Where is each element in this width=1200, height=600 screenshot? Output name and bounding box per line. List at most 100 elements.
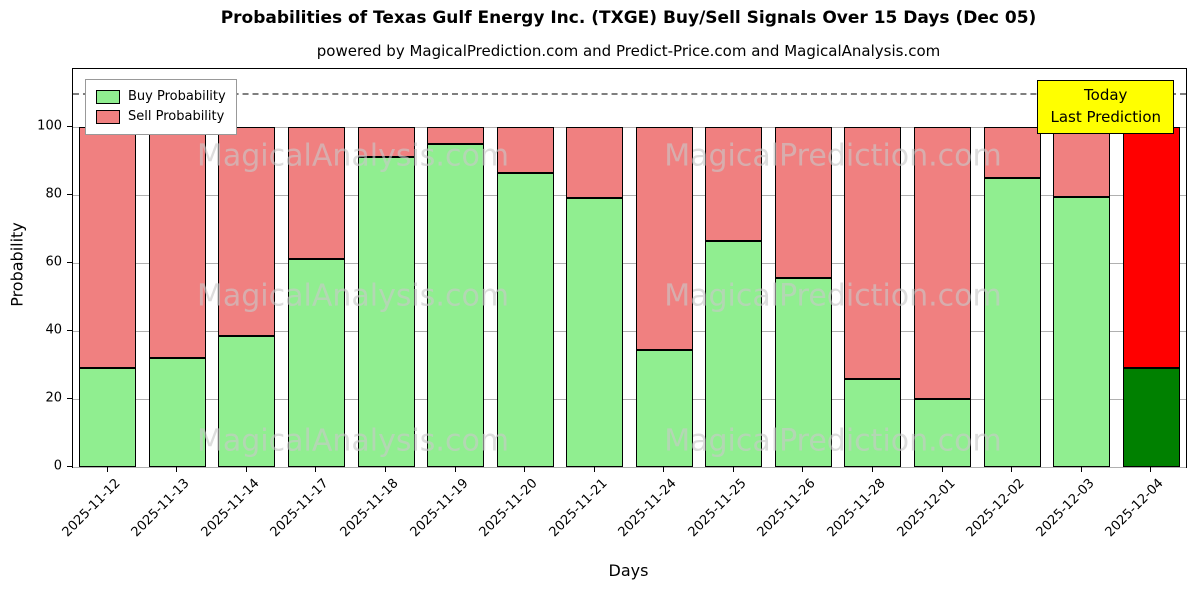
bar-sell-segment [983, 126, 1041, 178]
gridline [73, 194, 1186, 196]
x-tick-mark [106, 467, 108, 472]
y-tick-label: 40 [45, 322, 62, 338]
y-tick-label: 60 [45, 254, 62, 270]
x-tick-label: 2025-11-13 [128, 476, 193, 541]
x-tick-mark [245, 467, 247, 472]
gridline [73, 398, 1186, 400]
x-tick-label: 2025-11-21 [546, 476, 611, 541]
legend-swatch [96, 90, 120, 105]
x-tick-mark [385, 467, 387, 472]
y-tick-mark [67, 466, 72, 467]
watermark-text: MagicalPrediction.com [664, 138, 1002, 174]
legend-label: Sell Probability [128, 109, 225, 125]
legend-label: Buy Probability [128, 89, 226, 104]
legend-row: Sell Probability [96, 107, 226, 127]
y-tick-mark [67, 397, 72, 399]
bar-buy-segment [287, 259, 345, 467]
bar-sell-segment [844, 126, 902, 379]
bar-sell-segment [914, 126, 972, 399]
bar-sell-segment [774, 126, 832, 279]
gridline [73, 330, 1186, 332]
bar-sell-segment [79, 126, 137, 369]
x-tick-label: 2025-11-17 [268, 476, 333, 541]
bar-buy-segment [1122, 368, 1180, 467]
x-tick-label: 2025-12-03 [1033, 476, 1098, 541]
bar-buy-segment [635, 349, 693, 467]
watermark-text: MagicalAnalysis.com [196, 423, 510, 459]
gridline [73, 126, 1186, 128]
y-tick-mark [67, 193, 72, 195]
x-tick-label: 2025-12-01 [894, 476, 959, 541]
plot-area: Buy Probability Sell Probability Today La… [72, 68, 1187, 468]
x-tick-mark [1011, 467, 1013, 472]
bar-sell-segment [148, 126, 206, 359]
x-tick-label: 2025-11-18 [337, 476, 402, 541]
x-tick-mark [802, 467, 804, 472]
x-tick-label: 2025-11-28 [824, 476, 889, 541]
x-tick-mark [1150, 467, 1152, 472]
watermark-text: MagicalPrediction.com [664, 278, 1002, 314]
x-tick-mark [871, 467, 873, 472]
watermark-text: MagicalPrediction.com [664, 423, 1002, 459]
x-tick-mark [941, 467, 943, 472]
gridline [73, 467, 1186, 468]
bar-sell-segment [566, 126, 624, 199]
bar-buy-segment [914, 398, 972, 467]
bar-buy-segment [148, 358, 206, 467]
bar-buy-segment [496, 172, 554, 467]
x-tick-label: 2025-11-24 [615, 476, 680, 541]
watermark-text: MagicalAnalysis.com [196, 278, 510, 314]
x-axis-label: Days [608, 561, 649, 580]
x-tick-mark [663, 467, 665, 472]
x-tick-mark [176, 467, 178, 472]
bar-sell-segment [1053, 126, 1111, 197]
chart-title: Probabilities of Texas Gulf Energy Inc. … [220, 8, 1037, 28]
x-tick-mark [454, 467, 456, 472]
bar-sell-segment [705, 126, 763, 241]
x-tick-mark [593, 467, 595, 472]
x-tick-mark [315, 467, 317, 472]
legend-swatch [96, 110, 120, 125]
bar-buy-segment [357, 157, 415, 467]
bar-buy-segment [705, 240, 763, 467]
bar-sell-segment [218, 126, 276, 337]
x-tick-mark [1080, 467, 1082, 472]
y-tick-label: 80 [45, 186, 62, 202]
dashed-reference-line [73, 92, 1186, 95]
bar-buy-segment [844, 378, 902, 467]
x-tick-label: 2025-11-25 [685, 476, 750, 541]
bar-buy-segment [983, 177, 1041, 467]
bar-sell-segment [635, 126, 693, 350]
bar-buy-segment [427, 143, 485, 467]
x-tick-mark [732, 467, 734, 472]
bar-sell-segment [357, 126, 415, 158]
gridline [73, 262, 1186, 264]
x-tick-label: 2025-11-14 [198, 476, 263, 541]
bar-buy-segment [566, 198, 624, 467]
y-tick-label: 0 [53, 458, 62, 474]
y-tick-label: 100 [37, 118, 62, 134]
y-tick-mark [67, 125, 72, 127]
x-tick-label: 2025-12-04 [1102, 476, 1167, 541]
y-tick-mark [67, 329, 72, 331]
annotation-line-2: Last Prediction [1050, 107, 1161, 126]
legend-row: Buy Probability [96, 87, 226, 107]
x-tick-label: 2025-11-12 [59, 476, 124, 541]
x-tick-label: 2025-12-02 [963, 476, 1028, 541]
y-axis-label: Probability [7, 222, 27, 307]
y-tick-label: 20 [45, 390, 62, 406]
y-tick-mark [67, 261, 72, 263]
x-tick-label: 2025-11-20 [476, 476, 541, 541]
bar-buy-segment [1053, 196, 1111, 467]
bar-sell-segment [496, 126, 554, 173]
legend: Buy Probability Sell Probability [85, 79, 237, 136]
x-tick-label: 2025-11-26 [754, 476, 820, 541]
bar-sell-segment [1122, 126, 1180, 369]
x-tick-mark [524, 467, 526, 472]
watermark-text: MagicalAnalysis.com [196, 138, 510, 174]
bar-sell-segment [427, 126, 485, 144]
bar-buy-segment [218, 336, 276, 467]
bar-buy-segment [79, 368, 137, 467]
annotation-line-1: Today [1084, 86, 1128, 104]
